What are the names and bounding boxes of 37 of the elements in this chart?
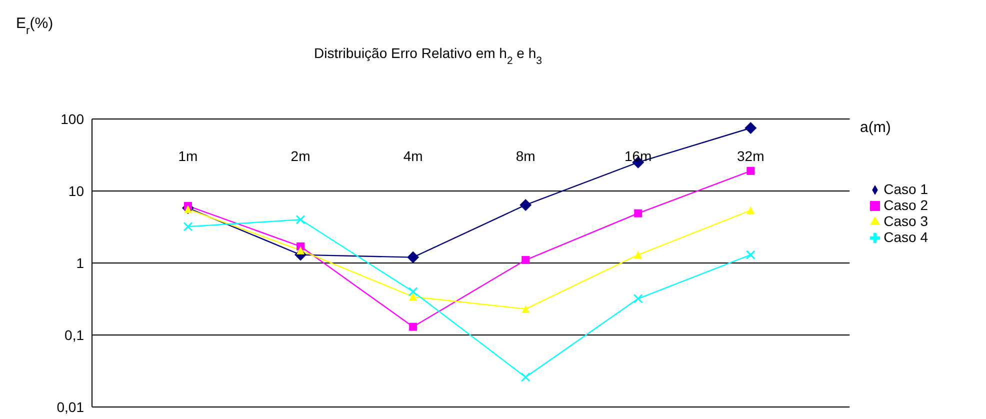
point <box>184 205 192 214</box>
x-axis-title: a(m) <box>860 119 891 136</box>
y-tick-label: 0,01 <box>56 398 84 415</box>
point <box>296 246 305 254</box>
point <box>409 322 418 331</box>
point <box>746 166 755 175</box>
x-tick-label: 4m <box>403 148 423 164</box>
chart-title: Distribuição Erro Relativo em h$_{2}$ e h$_{3}$ <box>314 45 542 67</box>
x-tick-label: 32m <box>737 148 764 164</box>
point <box>744 122 757 134</box>
legend-label: Caso 4 <box>884 229 928 245</box>
x-tick-label: 2m <box>290 148 310 164</box>
point <box>634 250 642 259</box>
x-tick-label: 16m <box>624 148 652 164</box>
point <box>296 214 306 224</box>
legend-label: Caso 3 <box>884 213 928 229</box>
point <box>407 251 420 264</box>
y-axis-title: E$_{r}$(%) <box>16 15 54 37</box>
x-tick-label: 1m <box>178 148 198 164</box>
point <box>408 286 418 296</box>
point <box>746 206 755 214</box>
y-tick-label: 0,1 <box>64 326 84 343</box>
y-tick-label: 1 <box>76 254 84 271</box>
point <box>183 222 193 232</box>
point <box>634 209 642 218</box>
point <box>522 256 530 264</box>
point <box>746 250 756 260</box>
point <box>409 292 418 301</box>
point <box>520 372 530 382</box>
legend-label: Caso 1 <box>884 181 928 197</box>
legend-label: Caso 2 <box>884 197 928 213</box>
point <box>633 294 643 304</box>
y-tick-label: 10 <box>68 182 84 199</box>
y-tick-label: 100 <box>60 110 84 127</box>
x-tick-label: 8m <box>516 148 536 164</box>
point <box>522 304 530 313</box>
point <box>520 198 532 211</box>
